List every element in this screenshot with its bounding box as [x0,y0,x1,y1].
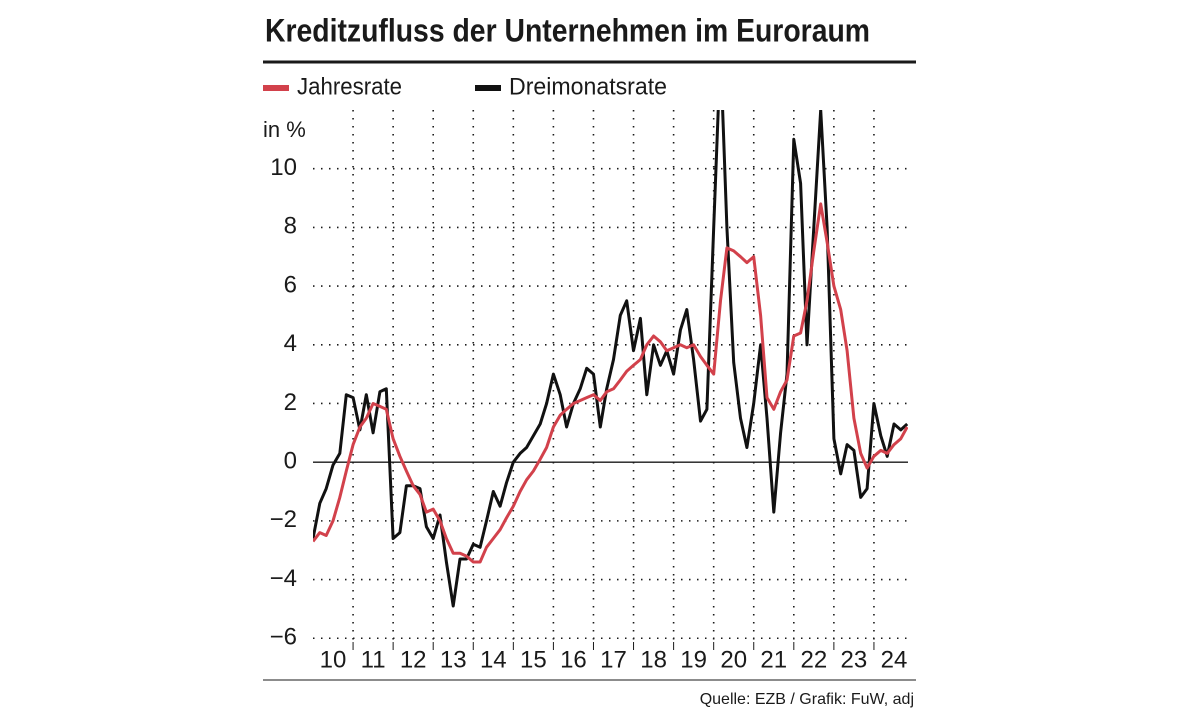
legend-label: Jahresrate [297,73,402,100]
legend-swatch [475,85,501,91]
x-tick-label: 21 [760,646,787,673]
legend-label: Dreimonatsrate [509,73,667,100]
x-tick-label: 11 [361,646,386,673]
y-unit: in % [263,117,306,142]
x-tick-label: 18 [640,646,667,673]
source: Quelle: EZB / Grafik: FuW, adj [700,691,914,708]
chart-title: Kreditzufluss der Unternehmen im Eurorau… [265,12,870,48]
x-tick-label: 24 [881,646,908,673]
y-tick-label: 10 [270,154,297,181]
series-line [313,110,908,608]
y-tick-label: 4 [284,330,297,357]
x-tick-label: 19 [680,646,707,673]
y-tick-label: 2 [284,389,297,416]
y-tick-label: 6 [284,271,297,298]
y-tick-label: 8 [284,213,297,240]
x-tick-label: 17 [600,646,627,673]
x-tick-label: 12 [400,646,427,673]
y-tick-label: −6 [270,624,297,651]
x-tick-label: 14 [480,646,507,673]
series-line [313,202,908,564]
x-tick-label: 23 [841,646,868,673]
plot-area [313,110,908,608]
x-tick-label: 16 [560,646,587,673]
y-tick-label: −2 [270,506,297,533]
x-tick-label: 20 [720,646,747,673]
x-tick-label: 15 [520,646,547,673]
legend-swatch [263,85,289,91]
x-tick-label: 22 [800,646,827,673]
y-tick-label: −4 [270,565,297,592]
x-tick-label: 13 [440,646,467,673]
y-tick-label: 0 [284,448,297,475]
x-tick-label: 10 [320,646,347,673]
